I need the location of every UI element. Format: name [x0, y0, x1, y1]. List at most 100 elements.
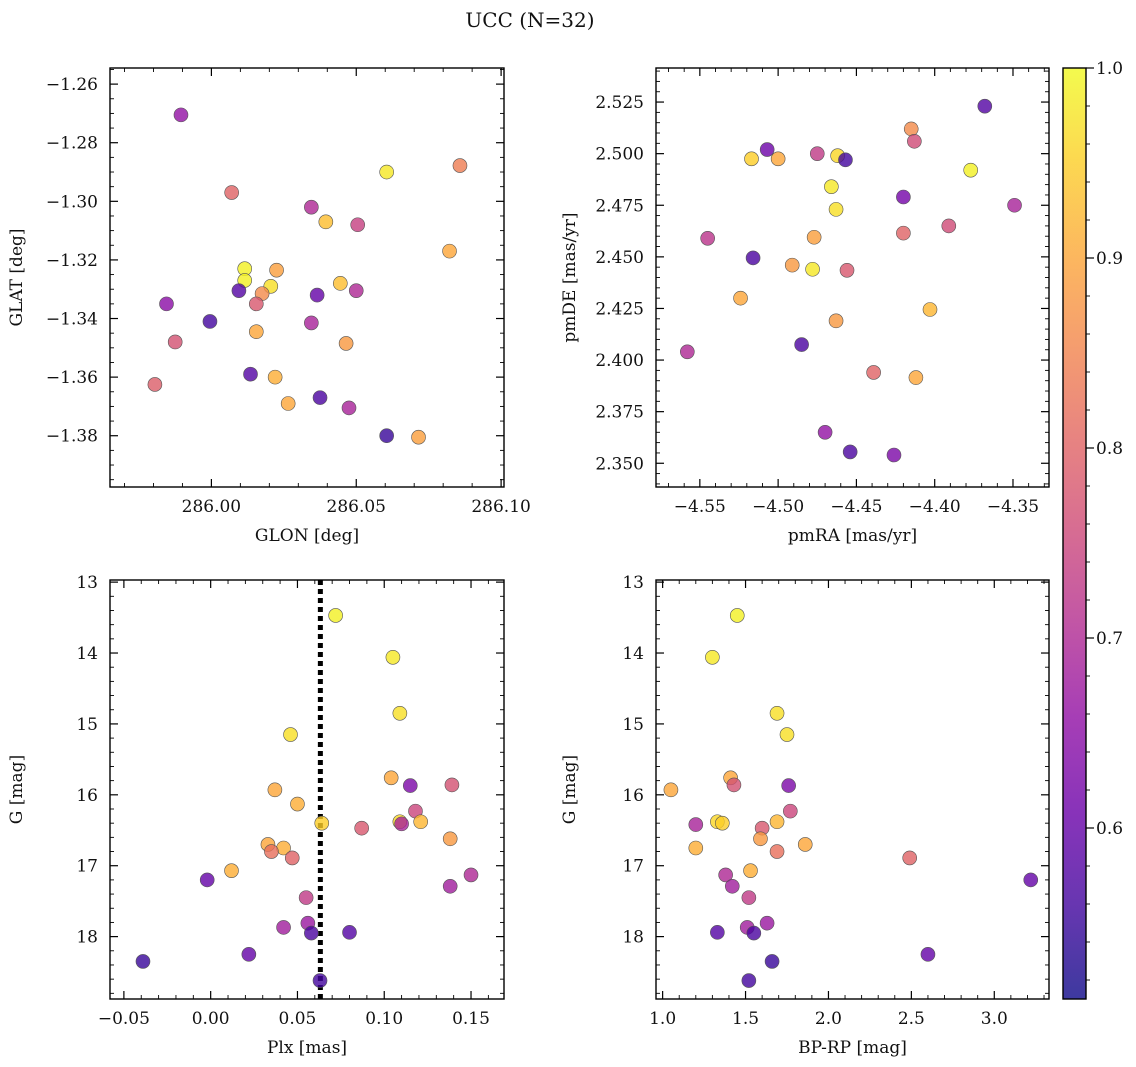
scatter-point — [806, 229, 822, 245]
scatter-point — [269, 262, 284, 278]
panel-1-frame — [109, 67, 505, 488]
y-tick-label: −1.28 — [46, 134, 98, 154]
colorbar-tick-label: 1.0 — [1096, 59, 1123, 79]
scatter-point — [354, 820, 369, 836]
scatter-point — [442, 243, 457, 259]
x-tick-label: −4.35 — [987, 497, 1039, 517]
scatter-point — [290, 796, 305, 812]
scatter-point — [779, 727, 795, 742]
y-tick-label: 17 — [76, 857, 98, 877]
scatter-point — [941, 218, 957, 234]
scatter-point — [817, 425, 833, 440]
y-tick-label: 2.400 — [595, 351, 644, 371]
y-tick-label: 2.375 — [595, 403, 644, 423]
x-tick-label: 3.0 — [981, 1009, 1008, 1029]
scatter-point — [663, 782, 679, 798]
colorbar-gradient — [1063, 68, 1086, 999]
scatter-point — [276, 920, 291, 935]
y-tick-label: 17 — [622, 857, 644, 877]
scatter-point — [769, 844, 785, 859]
scatter-point — [298, 890, 314, 905]
y-tick-label: 13 — [76, 573, 98, 593]
y-tick-label: −1.34 — [46, 310, 98, 330]
x-tick-label: −4.55 — [674, 497, 726, 517]
panel-1: 286.00 286.05 286.10 −1.38 −1.36 −1.34 −1.32 −1… — [7, 67, 531, 546]
scatter-point — [338, 336, 354, 351]
y-tick-label: 2.450 — [595, 248, 644, 268]
scatter-point — [442, 878, 458, 894]
x-tick-label: 1.5 — [732, 1009, 759, 1029]
panel-1-ticks: 286.00 286.05 286.10 −1.38 −1.36 −1.34 −1.32 −1… — [46, 68, 531, 517]
scatter-point — [241, 947, 257, 962]
y-tick-label: −1.36 — [46, 368, 98, 388]
y-tick-label: 14 — [76, 644, 98, 664]
panel-2: −4.55 −4.50 −4.45 −4.40 −4.35 2.350 2.375 2.400… — [560, 67, 1050, 546]
scatter-point — [348, 283, 364, 298]
y-tick-label: −1.26 — [46, 75, 98, 95]
scatter-point — [794, 337, 809, 352]
scatter-point — [797, 837, 813, 852]
scatter-point — [977, 98, 993, 114]
scatter-point — [341, 400, 357, 416]
figure-title: UCC (N=32) — [465, 8, 594, 32]
x-tick-label: 1.0 — [649, 1009, 676, 1029]
y-tick-label: 2.425 — [595, 299, 644, 319]
scatter-point — [442, 831, 458, 847]
scatter-point — [783, 803, 798, 819]
scatter-point — [444, 777, 460, 793]
y-tick-label: 18 — [622, 928, 644, 948]
scatter-point — [920, 947, 936, 962]
scatter-point — [838, 152, 853, 168]
scatter-point — [764, 954, 780, 969]
scatter-point — [147, 377, 163, 392]
scatter-point — [907, 133, 922, 149]
scatter-point — [394, 816, 409, 832]
scatter-point — [1007, 197, 1022, 213]
x-tick-label: −4.50 — [752, 497, 804, 517]
scatter-point — [318, 214, 334, 230]
scatter-point — [903, 121, 919, 137]
x-axis-label: GLON [deg] — [255, 526, 359, 546]
y-tick-label: −1.38 — [46, 427, 98, 447]
scatter-point — [896, 225, 911, 241]
scatter-point — [902, 850, 918, 866]
scatter-point — [1023, 872, 1039, 888]
scatter-point — [839, 262, 855, 278]
x-tick-label: 2.0 — [815, 1009, 842, 1029]
scatter-point — [705, 649, 720, 665]
scatter-point — [231, 283, 247, 298]
scatter-point — [402, 778, 418, 793]
scatter-point — [922, 302, 938, 317]
y-axis-label: G [mag] — [7, 755, 27, 824]
scatter-point — [312, 973, 328, 988]
scatter-point — [304, 925, 319, 941]
scatter-point — [746, 925, 762, 941]
scatter-point — [769, 705, 785, 721]
y-tick-label: 15 — [622, 715, 644, 735]
y-tick-label: 2.475 — [595, 196, 644, 216]
panel-4: 1.0 1.5 2.0 2.5 3.0 13 14 15 16 17 18 BP-RP [mag] G … — [560, 573, 1050, 1058]
panel-2-points — [680, 98, 1022, 463]
scatter-point — [224, 185, 239, 200]
scatter-point — [743, 863, 758, 878]
scatter-point — [173, 107, 189, 123]
scatter-point — [886, 447, 902, 463]
scatter-point — [718, 867, 733, 883]
y-tick-label: −1.32 — [46, 251, 98, 271]
scatter-point — [733, 290, 748, 306]
panel-3-frame — [109, 579, 505, 1000]
scatter-point — [729, 608, 745, 623]
scatter-point — [392, 705, 408, 721]
panel-2-ticks: −4.55 −4.50 −4.45 −4.40 −4.35 2.350 2.375 2.400… — [595, 68, 1049, 517]
x-tick-label: 286.05 — [327, 497, 386, 517]
x-tick-label: 0.05 — [279, 1009, 317, 1029]
colorbar-tick-label: 0.7 — [1096, 629, 1123, 649]
scatter-point — [744, 151, 759, 167]
scatter-point — [283, 727, 298, 742]
scatter-point — [809, 146, 825, 161]
scatter-point — [896, 189, 911, 205]
panel-1-points — [147, 107, 468, 445]
y-axis-label: pmDE [mas/yr] — [560, 212, 580, 342]
x-tick-label: 0.15 — [452, 1009, 490, 1029]
